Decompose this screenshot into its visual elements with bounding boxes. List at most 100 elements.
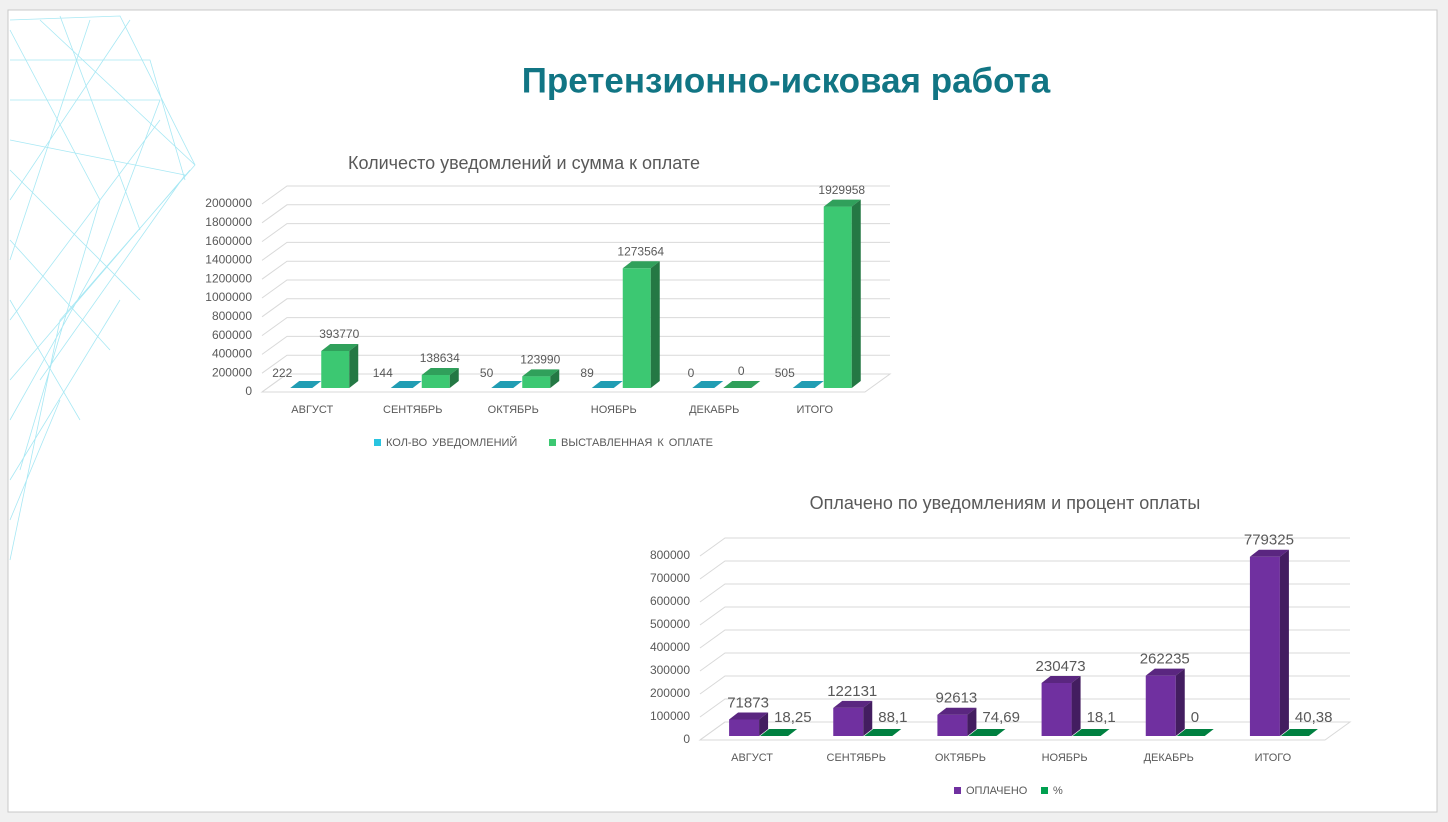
bar-3d (421, 367, 459, 388)
bar-top (729, 712, 769, 720)
bar-side (449, 367, 459, 388)
bar-3d (1249, 549, 1289, 736)
grid-line (261, 204, 890, 224)
legend-marker (954, 787, 961, 794)
bar-side (788, 728, 798, 736)
grid-line (261, 260, 890, 280)
data-label: 88,1 (878, 709, 907, 726)
grid-line (261, 185, 890, 205)
bar-3d (491, 380, 523, 388)
bar-side (863, 700, 873, 736)
bar-side (513, 380, 523, 388)
legend-label: ВЫСТАВЛЕННАЯ К ОПЛАТЕ (561, 437, 713, 449)
legend-marker (549, 439, 556, 446)
page-title: Претензионно-исковая работа (522, 61, 1051, 100)
y-tick-label: 400000 (650, 640, 690, 654)
bar-side (312, 380, 322, 388)
legend-marker (374, 439, 381, 446)
bar-3d (1072, 728, 1110, 736)
y-tick-label: 800000 (650, 548, 690, 562)
legend-label: ОПЛАЧЕНО (966, 785, 1028, 797)
y-tick-label: 1200000 (205, 271, 252, 285)
x-tick-label: ИТОГО (796, 404, 833, 416)
x-tick-label: СЕНТЯБРЬ (383, 404, 442, 416)
floor (698, 721, 1352, 741)
bar-top (421, 367, 459, 375)
y-tick-label: 700000 (650, 571, 690, 585)
bar-side (412, 380, 422, 388)
y-tick-label: 200000 (212, 365, 252, 379)
data-label: 123990 (520, 353, 560, 367)
grid-line (699, 560, 1350, 580)
data-label: 1273564 (617, 244, 664, 258)
x-tick-label: ИТОГО (1255, 752, 1292, 764)
decoration (9, 15, 196, 561)
bar (421, 374, 450, 388)
bar-3d (864, 728, 902, 736)
bar (823, 206, 852, 388)
bar-3d (321, 343, 359, 388)
y-tick-label: 400000 (212, 347, 252, 361)
x-tick-label: ОКТЯБРЬ (935, 752, 986, 764)
data-label: 0 (738, 364, 745, 378)
grid-line (699, 675, 1350, 695)
data-label: 393770 (319, 327, 359, 341)
bar (321, 350, 350, 388)
data-label: 230473 (1036, 658, 1086, 675)
y-tick-label: 500000 (650, 617, 690, 631)
data-label: 138634 (420, 351, 460, 365)
bar-side (1175, 668, 1185, 736)
bar (622, 268, 651, 388)
bar-top (692, 381, 724, 388)
bar-3d (1041, 675, 1081, 736)
bar-3d (729, 712, 769, 736)
bar-side (1071, 675, 1081, 736)
bar-side (851, 199, 861, 388)
y-tick-label: 0 (245, 384, 252, 398)
bar (1145, 675, 1176, 736)
bar-side (996, 728, 1006, 736)
grid-line (261, 241, 890, 261)
data-label: 71873 (727, 694, 769, 711)
y-tick-label: 1400000 (205, 253, 252, 267)
bar-side (1279, 549, 1289, 736)
bar-top (390, 380, 422, 388)
bar-3d (591, 380, 623, 388)
bar-top (864, 728, 902, 736)
y-tick-label: 100000 (650, 709, 690, 723)
data-label: 18,1 (1087, 709, 1116, 726)
data-label: 92613 (936, 690, 978, 707)
legend-label: % (1053, 785, 1063, 797)
bar-3d (823, 199, 861, 388)
bar-3d (1280, 728, 1318, 736)
bar-top (833, 700, 873, 708)
bar-3d (760, 728, 798, 736)
bar-top (723, 381, 761, 388)
grid-line (699, 652, 1350, 672)
bar-side (349, 343, 359, 388)
bar-side (1100, 728, 1110, 736)
bar-3d (622, 261, 660, 388)
bar-side (550, 369, 560, 388)
y-tick-label: 1600000 (205, 234, 252, 248)
y-tick-label: 200000 (650, 686, 690, 700)
bar-top (823, 199, 861, 207)
y-tick-label: 600000 (650, 594, 690, 608)
x-tick-label: ДЕКАБРЬ (689, 404, 739, 416)
data-label: 74,69 (982, 709, 1020, 726)
bar-top (1280, 728, 1318, 736)
bar (729, 719, 760, 736)
bar-side (1308, 728, 1318, 736)
bar-top (591, 380, 623, 388)
data-label: 144 (373, 366, 393, 380)
data-label: 262235 (1140, 651, 1190, 668)
bar-side (967, 707, 977, 736)
bar-top (522, 369, 560, 377)
bar-3d (692, 381, 724, 388)
data-label: 1929958 (818, 183, 865, 197)
chart-title: Оплачено по уведомлениям и процент оплат… (810, 493, 1201, 513)
grid-line (699, 698, 1350, 718)
y-tick-label: 2000000 (205, 196, 252, 210)
floor (260, 373, 892, 393)
